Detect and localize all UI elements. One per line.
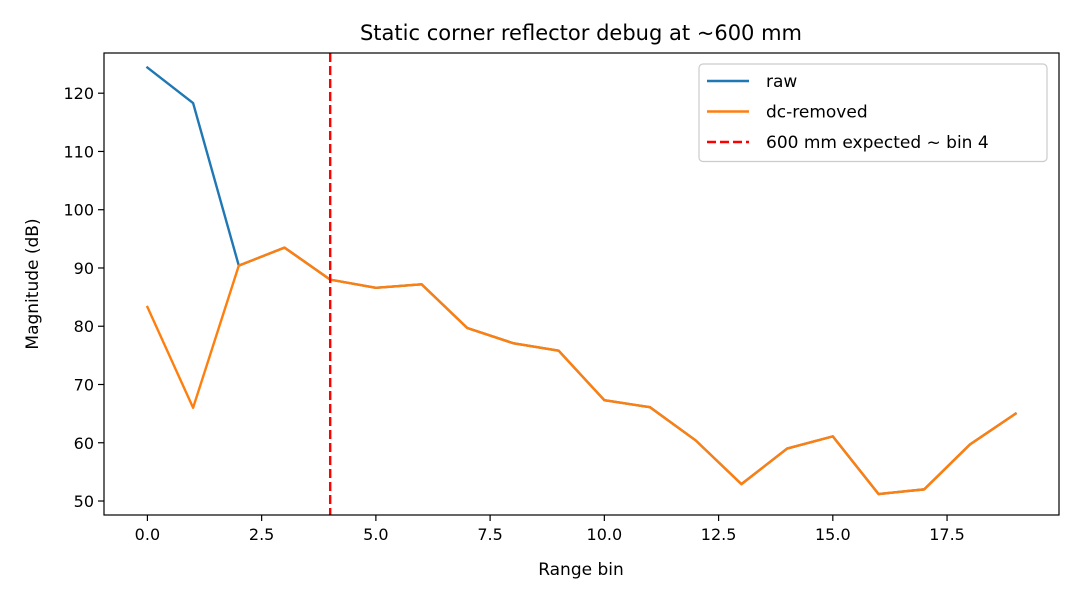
- series-line-dc-removed: [145, 246, 1018, 496]
- chart-title: Static corner reflector debug at ~600 mm: [360, 21, 802, 45]
- x-axis-label: Range bin: [538, 560, 624, 580]
- legend: raw dc-removed 600 mm expected ~ bin 4: [698, 63, 1048, 163]
- y-tick-label: 110: [63, 142, 94, 161]
- axis-ticks: 0.0 2.5 5.0 7.5 10.0 12.5 15.0 17.5 50 60 70 80 90 10…: [63, 84, 964, 544]
- legend-box: [698, 63, 1048, 163]
- x-tick-label: 15.0: [815, 525, 851, 544]
- y-tick-label: 50: [74, 492, 94, 511]
- y-tick-label: 80: [74, 317, 94, 336]
- legend-label-raw: raw: [766, 72, 797, 92]
- y-tick-label: 70: [74, 375, 94, 394]
- x-tick-label: 7.5: [477, 525, 502, 544]
- y-tick-label: 60: [74, 434, 94, 453]
- x-tick-label: 0.0: [135, 525, 160, 544]
- x-tick-label: 2.5: [249, 525, 274, 544]
- x-tick-label: 17.5: [929, 525, 965, 544]
- y-tick-label: 100: [63, 201, 94, 220]
- plot-marks: [145, 53, 1018, 515]
- y-tick-label: 120: [63, 84, 94, 103]
- y-axis-label: Magnitude (dB): [23, 218, 43, 349]
- legend-label-dc-removed: dc-removed: [766, 103, 868, 123]
- plot-area-frame: [103, 52, 1060, 516]
- x-tick-label: 10.0: [587, 525, 623, 544]
- legend-label-600-mm-expected-bin-4: 600 mm expected ~ bin 4: [766, 133, 989, 153]
- y-tick-label: 90: [74, 259, 94, 278]
- x-tick-label: 5.0: [363, 525, 388, 544]
- x-tick-label: 12.5: [701, 525, 737, 544]
